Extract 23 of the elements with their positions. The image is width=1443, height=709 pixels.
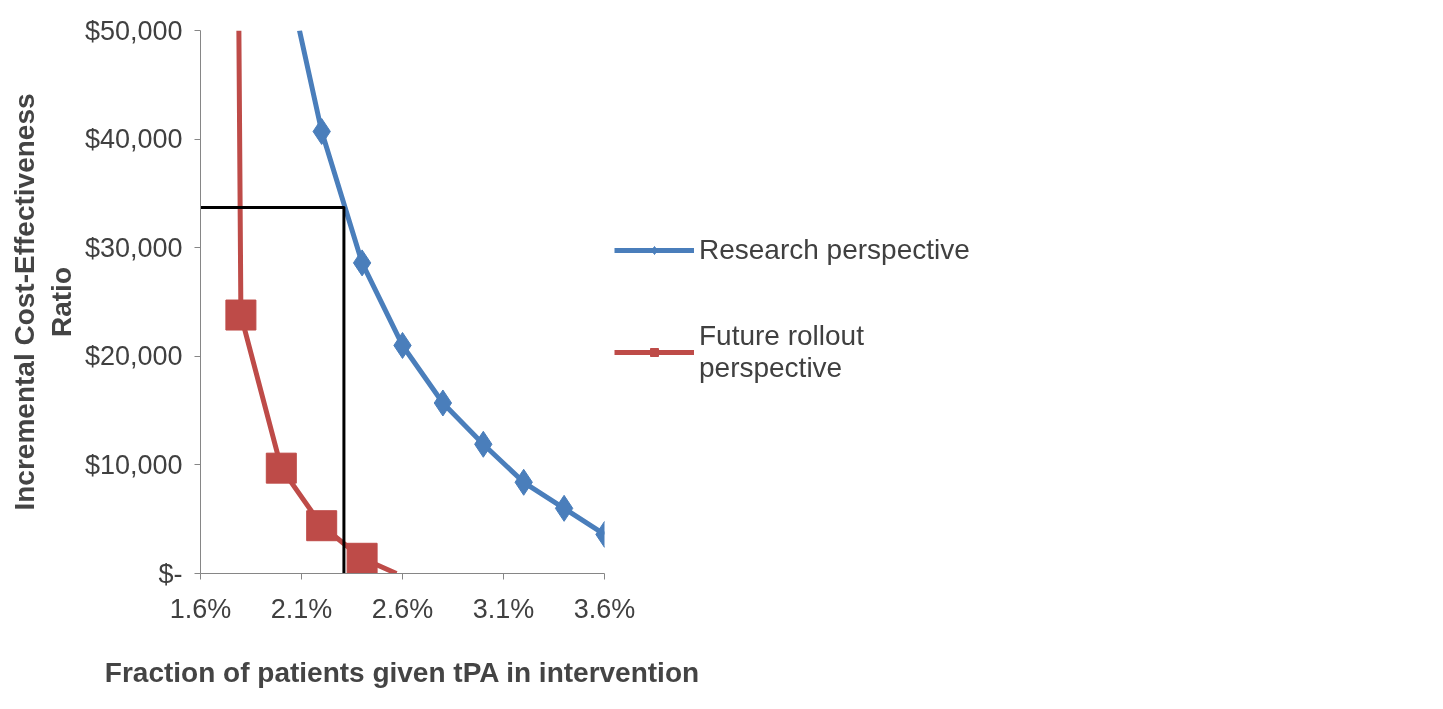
legend-label: Future rollout perspective: [699, 319, 864, 384]
y-tick-label: $-: [158, 558, 183, 589]
x-axis-title: Fraction of patients given tPA in intervention: [104, 656, 700, 688]
y-axis-title: Incremental Cost-Effectiveness Ratio: [8, 93, 77, 511]
point: [346, 542, 378, 574]
y-tick-label: $30,000: [84, 232, 183, 263]
x-tick-label: 3.1%: [472, 593, 535, 624]
y-tick-label: $10,000: [84, 449, 183, 480]
point: [265, 452, 297, 484]
x-tick-label: 2.6%: [371, 593, 434, 624]
point: [352, 249, 372, 277]
point: [312, 118, 331, 145]
point: [306, 510, 338, 542]
x-tick-label: 3.6%: [573, 593, 636, 624]
x-tick-label: 1.6%: [169, 593, 232, 624]
point: [554, 494, 574, 522]
y-tick-label: $20,000: [84, 341, 183, 372]
x-tick-label: 2.1%: [270, 593, 333, 624]
y-tick-label: $50,000: [84, 15, 183, 46]
point: [433, 389, 453, 417]
point: [225, 299, 257, 331]
y-tick-label: $40,000: [84, 124, 183, 155]
legend-label: Research perspective: [699, 232, 970, 267]
